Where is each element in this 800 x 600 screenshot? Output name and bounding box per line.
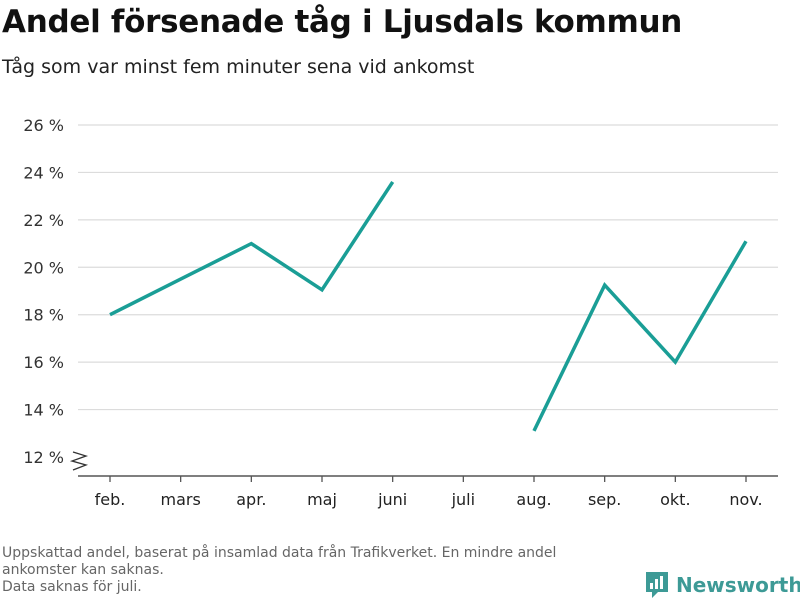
x-tick-label: maj [307, 490, 337, 509]
footer-note-line-1: Uppskattad andel, baserat på insamlad da… [2, 545, 557, 561]
series-layer [109, 180, 748, 432]
grid-layer [69, 124, 778, 471]
series-line-segment [532, 240, 748, 432]
y-tick-label: 18 % [23, 306, 64, 325]
footer-note-line-2: ankomster kan saknas. [2, 562, 164, 578]
x-tick-label: sep. [588, 490, 621, 509]
y-tick-label: 20 % [23, 258, 64, 277]
brand-logo: Newsworthy [644, 570, 800, 600]
footer-note-line-3: Data saknas för juli. [2, 579, 142, 595]
x-tick-label: nov. [729, 490, 762, 509]
page-subtitle: Tåg som var minst fem minuter sena vid a… [2, 56, 475, 78]
footer-note: Uppskattad andel, baserat på insamlad da… [2, 545, 556, 596]
bar-chart-logo-icon [646, 572, 668, 598]
brand-name: Newsworthy [676, 573, 800, 597]
x-tick-label: mars [161, 490, 201, 509]
page-title: Andel försenade tåg i Ljusdals kommun [2, 4, 682, 40]
x-tick-labels: feb. mars apr. maj juni juli aug. sep. okt. nov. [95, 490, 763, 509]
x-tick-label: okt. [660, 490, 690, 509]
x-tick-label: juni [377, 490, 407, 509]
y-tick-label: 12 % [23, 448, 64, 467]
x-tick-label: aug. [516, 490, 551, 509]
y-tick-label: 16 % [23, 353, 64, 372]
line-chart: 12 % 14 % 16 % 18 % 20 % 22 % 24 % 26 % feb. mar… [23, 116, 778, 509]
y-tick-label: 14 % [23, 401, 64, 420]
x-tick-label: apr. [236, 490, 266, 509]
x-tick-label: juli [451, 490, 475, 509]
series-line-segment [109, 180, 395, 317]
y-tick-label: 24 % [23, 163, 64, 182]
y-axis-break-mark [69, 451, 89, 471]
y-tick-label: 22 % [23, 211, 64, 230]
x-tick-label: feb. [95, 490, 126, 509]
x-axis [78, 475, 778, 482]
y-tick-label: 26 % [23, 116, 64, 135]
y-tick-labels: 12 % 14 % 16 % 18 % 20 % 22 % 24 % 26 % [23, 116, 64, 467]
